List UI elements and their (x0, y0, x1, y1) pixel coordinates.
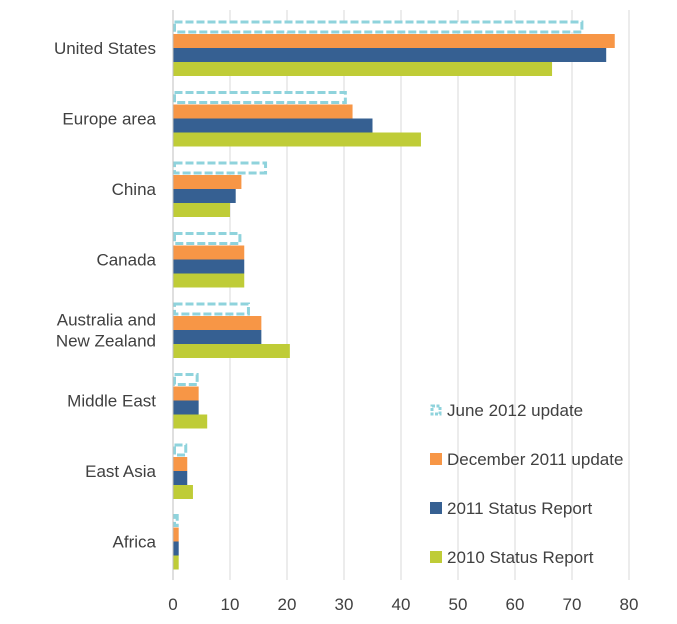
bar-europe-area-series-3 (173, 118, 373, 133)
x-tick-label: 40 (392, 595, 411, 614)
x-tick-label: 10 (221, 595, 240, 614)
bar-canada-series-1 (173, 232, 242, 245)
bar-china-series-3 (173, 189, 236, 203)
category-label: Africa (113, 533, 157, 552)
x-tick-label: 70 (563, 595, 582, 614)
category-label: Canada (96, 251, 156, 270)
bar-europe-area-series-4 (173, 132, 421, 147)
bar-europe-area-series-1 (173, 91, 347, 104)
legend-swatch-2 (430, 453, 442, 465)
bar-africa-series-4 (173, 555, 179, 570)
category-label: China (112, 180, 157, 199)
bar-canada-series-2 (173, 245, 245, 260)
x-tick-label: 80 (620, 595, 639, 614)
category-label: East Asia (85, 462, 156, 481)
bar-united-states-series-4 (173, 62, 553, 76)
bar-australia-and-new-zealand-series-1 (173, 302, 250, 316)
bar-east-asia-series-3 (173, 471, 188, 485)
x-tick-label: 60 (506, 595, 525, 614)
x-tick-label: 0 (168, 595, 177, 614)
bar-canada-series-3 (173, 259, 245, 274)
bar-australia-and-new-zealand-series-4 (173, 344, 290, 358)
bar-middle-east-series-1 (173, 373, 199, 386)
legend-label-2: December 2011 update (447, 450, 623, 469)
bar-united-states-series-2 (173, 34, 615, 48)
legend: June 2012 update December 2011 update 2011… (430, 401, 623, 567)
bar-middle-east-series-2 (173, 386, 199, 401)
bar-middle-east-series-3 (173, 400, 199, 415)
legend-swatch-4 (430, 551, 442, 563)
bar-africa-series-3 (173, 541, 179, 556)
category-label: United States (54, 39, 156, 58)
category-label: Australia and New Zealand (56, 311, 156, 351)
bar-east-asia-series-2 (173, 457, 188, 471)
bar-china-series-4 (173, 203, 230, 217)
bar-china-series-1 (173, 161, 268, 175)
bar-australia-and-new-zealand-series-2 (173, 316, 262, 330)
bars (173, 20, 615, 570)
legend-label-1: June 2012 update (447, 401, 583, 420)
x-tick-label: 30 (335, 595, 354, 614)
legend-swatch-1 (430, 404, 442, 416)
x-axis-tick-labels: 0 10 20 30 40 50 60 70 80 (168, 595, 638, 614)
x-tick-label: 20 (278, 595, 297, 614)
bar-middle-east-series-4 (173, 414, 208, 429)
legend-label-4: 2010 Status Report (447, 548, 594, 567)
legend-swatch-3 (430, 502, 442, 514)
bar-europe-area-series-2 (173, 104, 353, 119)
legend-label-3: 2011 Status Report (447, 499, 592, 518)
bar-africa-series-2 (173, 527, 179, 542)
x-tick-label: 50 (449, 595, 468, 614)
bar-united-states-series-1 (173, 20, 584, 34)
bar-united-states-series-3 (173, 48, 607, 62)
bar-east-asia-series-4 (173, 485, 193, 499)
bar-canada-series-4 (173, 273, 245, 288)
bar-east-asia-series-1 (173, 443, 188, 457)
bar-australia-and-new-zealand-series-3 (173, 330, 262, 344)
bar-africa-series-1 (173, 514, 179, 527)
category-label: Europe area (62, 110, 156, 129)
bar-china-series-2 (173, 175, 242, 189)
category-labels: United States Europe area China Canada Austr… (54, 39, 157, 552)
category-label: Middle East (67, 392, 156, 411)
